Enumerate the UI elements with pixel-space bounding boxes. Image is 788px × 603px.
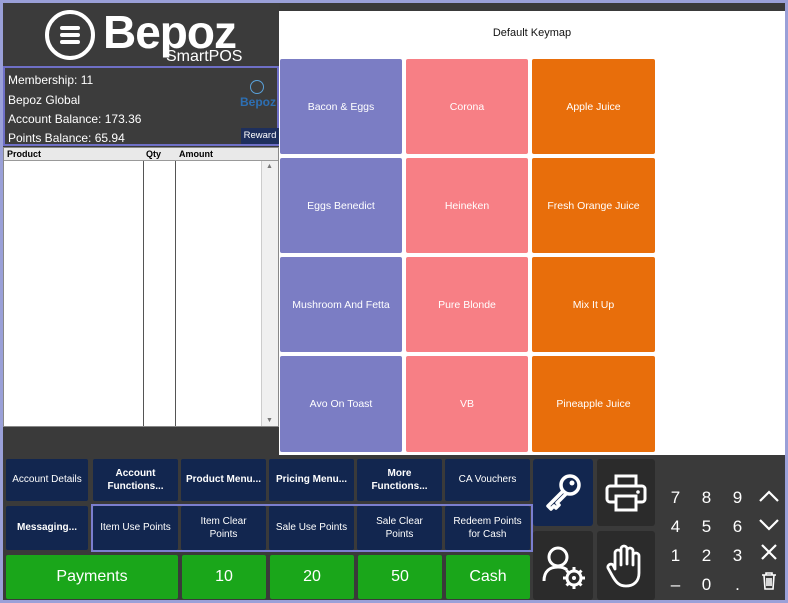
numpad-1[interactable]: 1 — [670, 546, 681, 565]
numpad-decimal[interactable]: . — [735, 575, 740, 594]
key-corona[interactable]: Corona — [406, 59, 528, 154]
numpad-7[interactable]: 7 — [670, 488, 681, 507]
membership-number: Membership: 11 — [8, 73, 94, 87]
member-logo: Bepoz — [240, 80, 278, 112]
column-qty[interactable]: Qty — [146, 149, 162, 159]
key-eggs-benedict[interactable]: Eggs Benedict — [280, 158, 402, 253]
member-name: Bepoz Global — [8, 93, 81, 107]
menu-icon — [45, 10, 95, 60]
chevron-down-icon[interactable] — [753, 513, 784, 541]
reward-button[interactable]: Reward — [241, 128, 279, 144]
key-button[interactable] — [533, 459, 593, 526]
ca-vouchers-button[interactable]: CA Vouchers — [445, 459, 530, 501]
scroll-up-icon[interactable]: ▲ — [266, 163, 273, 170]
key-pineapple-juice[interactable]: Pineapple Juice — [532, 356, 655, 452]
sale-items-grid[interactable]: Product Qty Amount ▲ ▼ — [3, 147, 279, 427]
stop-button[interactable] — [597, 531, 655, 600]
tender-50-button[interactable]: 50 — [358, 555, 442, 599]
membership-panel: Membership: 11 Bepoz Global Account Bala… — [3, 66, 279, 146]
numpad-3[interactable]: 3 — [732, 546, 743, 565]
hand-icon — [606, 544, 641, 587]
numpad-4[interactable]: 4 — [670, 517, 681, 536]
column-amount[interactable]: Amount — [179, 149, 213, 159]
numpad-2[interactable]: 2 — [701, 546, 712, 565]
user-settings-button[interactable] — [533, 531, 593, 600]
printer-icon — [605, 474, 647, 511]
key-fresh-orange-juice[interactable]: Fresh Orange Juice — [532, 158, 655, 253]
numpad: 7 8 9 4 5 6 1 2 3 – 0 . — [660, 484, 784, 599]
keymap-area: Bacon & Eggs Corona Apple Juice Eggs Ben… — [279, 55, 785, 455]
key-icon — [546, 473, 581, 511]
account-balance: Account Balance: 173.36 — [8, 112, 142, 126]
points-functions-highlight — [91, 504, 533, 552]
user-settings-icon — [542, 546, 585, 589]
grid-scrollbar[interactable]: ▲ ▼ — [261, 161, 278, 426]
key-pure-blonde[interactable]: Pure Blonde — [406, 257, 528, 352]
key-mushroom-fetta[interactable]: Mushroom And Fetta — [280, 257, 402, 352]
numpad-0[interactable]: 0 — [701, 575, 712, 594]
messaging-button[interactable]: Messaging... — [6, 506, 88, 550]
points-balance: Points Balance: 65.94 — [8, 131, 125, 145]
pricing-menu-button[interactable]: Pricing Menu... — [269, 459, 354, 501]
column-product[interactable]: Product — [7, 149, 42, 159]
keymap-title: Default Keymap — [279, 11, 785, 55]
key-heineken[interactable]: Heineken — [406, 158, 528, 253]
item-clear-points-button[interactable]: Item Clear Points — [181, 506, 266, 550]
key-bacon-eggs[interactable]: Bacon & Eggs — [280, 59, 402, 154]
key-mix-it-up[interactable]: Mix It Up — [532, 257, 655, 352]
item-use-points-button[interactable]: Item Use Points — [93, 506, 178, 550]
account-functions-button[interactable]: Account Functions... — [93, 459, 178, 501]
logo-panel: Bepoz SmartPOS — [3, 3, 279, 65]
key-avo-on-toast[interactable]: Avo On Toast — [280, 356, 402, 452]
key-vb[interactable]: VB — [406, 356, 528, 452]
grid-divider — [143, 161, 144, 426]
numpad-9[interactable]: 9 — [732, 488, 743, 507]
brand-logo-subtitle: SmartPOS — [166, 48, 243, 65]
product-menu-button[interactable]: Product Menu... — [181, 459, 266, 501]
tender-10-button[interactable]: 10 — [182, 555, 266, 599]
trash-icon[interactable] — [753, 571, 784, 599]
sale-use-points-button[interactable]: Sale Use Points — [269, 506, 354, 550]
chevron-up-icon[interactable] — [753, 484, 784, 512]
numpad-5[interactable]: 5 — [701, 517, 712, 536]
account-details-button[interactable]: Account Details — [6, 459, 88, 501]
redeem-points-for-cash-button[interactable]: Redeem Points for Cash — [445, 506, 530, 550]
payments-button[interactable]: Payments — [6, 555, 178, 599]
key-apple-juice[interactable]: Apple Juice — [532, 59, 655, 154]
cash-button[interactable]: Cash — [446, 555, 530, 599]
more-functions-button[interactable]: More Functions... — [357, 459, 442, 501]
grid-divider — [175, 161, 176, 426]
print-button[interactable] — [597, 459, 655, 526]
grid-header: Product Qty Amount — [4, 148, 278, 161]
numpad-minus[interactable]: – — [670, 575, 681, 594]
numpad-8[interactable]: 8 — [701, 488, 712, 507]
close-icon[interactable] — [753, 542, 784, 570]
sale-clear-points-button[interactable]: Sale Clear Points — [357, 506, 442, 550]
scroll-down-icon[interactable]: ▼ — [266, 417, 273, 424]
numpad-6[interactable]: 6 — [732, 517, 743, 536]
brand-logo-text: Bepoz — [103, 6, 237, 58]
tender-20-button[interactable]: 20 — [270, 555, 354, 599]
member-logo-text: Bepoz — [240, 95, 276, 109]
